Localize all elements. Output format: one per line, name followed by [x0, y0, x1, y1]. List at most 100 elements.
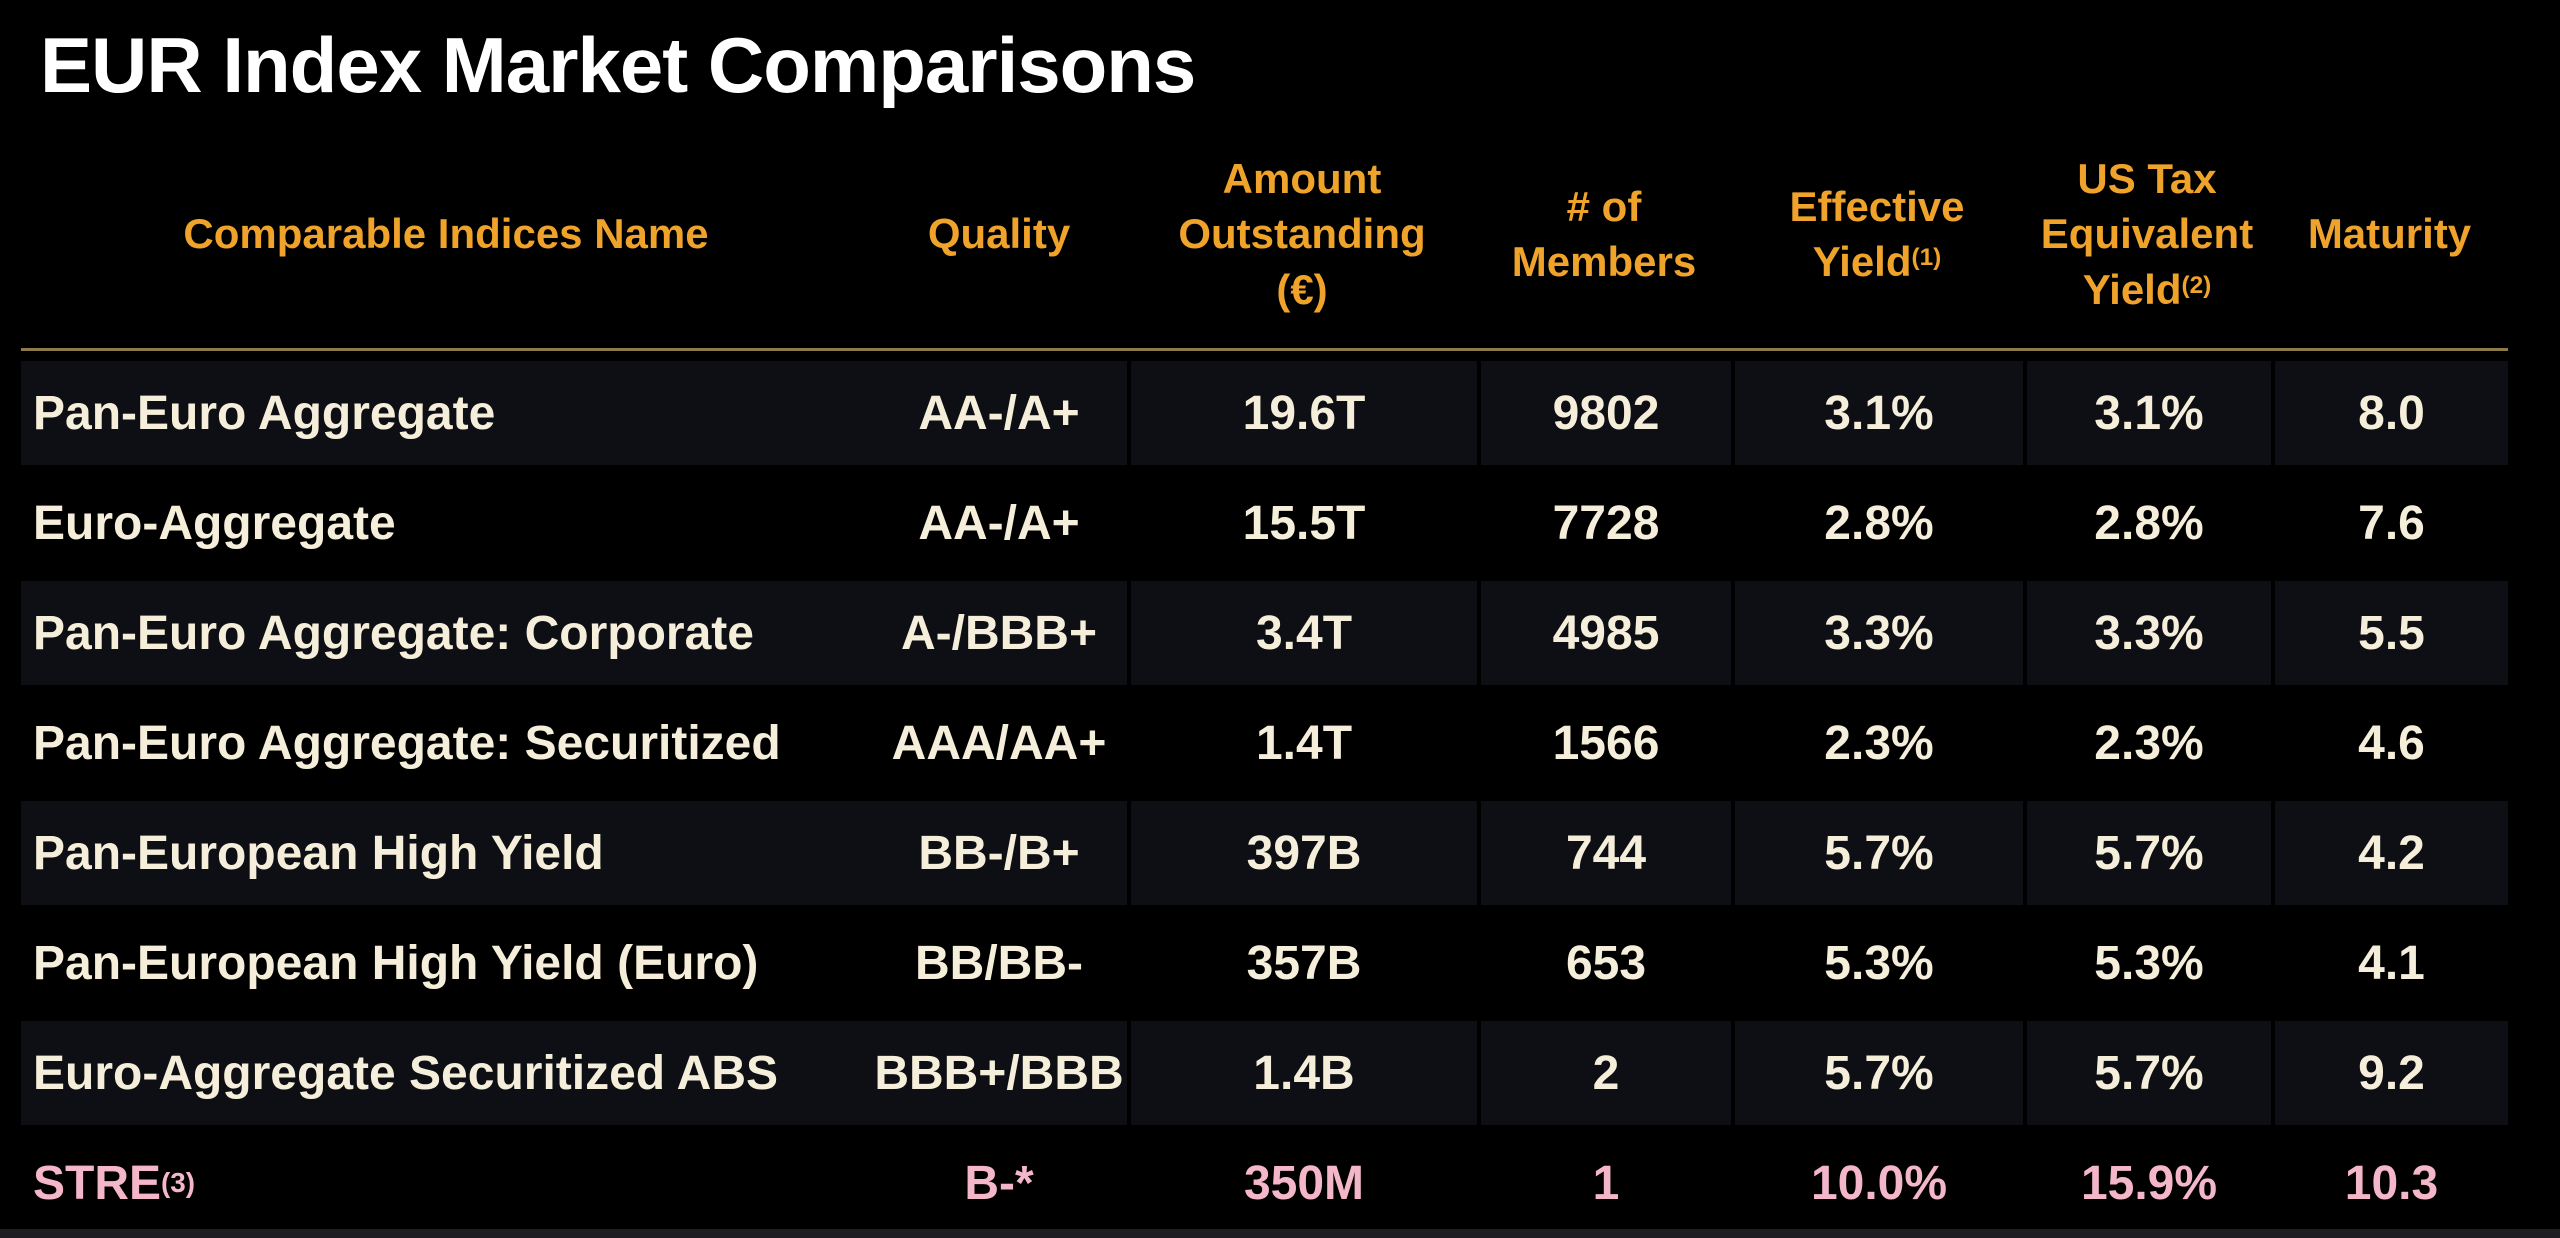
cell-us_tax_equivalent_yield: 5.7%	[2023, 1021, 2271, 1125]
table-row: Euro-Aggregate Securitized ABS BBB+/BBB 1.…	[21, 1018, 2508, 1128]
cell-text: 2.3%	[2094, 716, 2204, 770]
cell-name: Pan-European High Yield	[21, 801, 871, 905]
cell-text: 4985	[1552, 606, 1660, 660]
column-header-members: # of Members	[1477, 179, 1731, 290]
cell-amount: 19.6T	[1127, 361, 1477, 465]
cell-name: Pan-Euro Aggregate: Securitized	[21, 688, 871, 798]
column-header-line: (€)	[1276, 265, 1328, 313]
cell-text: AA-/A+	[918, 496, 1080, 550]
cell-text: 15.5T	[1242, 496, 1366, 550]
cell-text: 3.3%	[1824, 606, 1934, 660]
cell-maturity: 4.2	[2271, 801, 2508, 905]
cell-members: 2	[1477, 1021, 1731, 1125]
column-header-line: Outstanding	[1178, 210, 1426, 258]
cell-text: BBB+/BBB	[874, 1046, 1124, 1100]
cell-maturity: 10.3	[2271, 1128, 2508, 1238]
cell-text: Pan-European High Yield	[33, 826, 604, 880]
cell-maturity: 4.1	[2271, 908, 2508, 1018]
cell-text: 5.7%	[1824, 826, 1934, 880]
cell-text: 2.8%	[2094, 496, 2204, 550]
cell-text: 4.2	[2358, 826, 2425, 880]
table-row: Pan-Euro Aggregate: Corporate A-/BBB+ 3.4T…	[21, 578, 2508, 688]
column-header-line: Effective	[1789, 182, 1965, 230]
cell-text: 3.4T	[1255, 606, 1353, 660]
cell-text: 1566	[1552, 716, 1660, 770]
cell-quality: BB-/B+	[871, 801, 1127, 905]
column-header-effective_yield: Effective Yield(1)	[1731, 179, 2023, 290]
cell-us_tax_equivalent_yield: 2.8%	[2023, 468, 2271, 578]
cell-us_tax_equivalent_yield: 15.9%	[2023, 1128, 2271, 1238]
cell-members: 1	[1477, 1128, 1731, 1238]
cell-text: AA-/A+	[918, 386, 1080, 440]
column-header-maturity: Maturity	[2271, 206, 2508, 261]
footnote-superscript: (2)	[2181, 271, 2212, 299]
table-row: Pan-Euro Aggregate: Securitized AAA/AA+ 1.…	[21, 688, 2508, 798]
cell-amount: 357B	[1127, 908, 1477, 1018]
table-row: STRE (3) B-* 350M 1 10.0% 15.9% 10.3	[21, 1128, 2508, 1238]
cell-text: A-/BBB+	[900, 606, 1097, 660]
cell-text: Pan-European High Yield (Euro)	[33, 936, 759, 990]
cell-text: B-*	[964, 1156, 1034, 1210]
cell-name: Pan-Euro Aggregate: Corporate	[21, 581, 871, 685]
cell-text: 397B	[1246, 826, 1362, 880]
cell-text: 3.1%	[2094, 386, 2204, 440]
cell-text: 5.5	[2358, 606, 2425, 660]
cell-text: STRE	[33, 1156, 162, 1210]
cell-text: Euro-Aggregate Securitized ABS	[33, 1046, 779, 1100]
column-header-line: Comparable Indices Name	[183, 210, 709, 258]
cell-us_tax_equivalent_yield: 3.3%	[2023, 581, 2271, 685]
cell-quality: BBB+/BBB	[871, 1021, 1127, 1125]
column-header-line: Yield	[1812, 238, 1912, 285]
cell-text: 5.7%	[2094, 1046, 2204, 1100]
cell-name: Pan-European High Yield (Euro)	[21, 908, 871, 1018]
column-header-line: Quality	[927, 210, 1071, 258]
cell-text: 3.1%	[1824, 386, 1934, 440]
cell-text: 5.7%	[2094, 826, 2204, 880]
cell-quality: BB/BB-	[871, 908, 1127, 1018]
cell-quality: AA-/A+	[871, 361, 1127, 465]
cell-text: 3.3%	[2094, 606, 2204, 660]
cell-members: 653	[1477, 908, 1731, 1018]
cell-text: Pan-Euro Aggregate: Securitized	[33, 716, 781, 770]
cell-text: AAA/AA+	[891, 716, 1107, 770]
column-header-line: US Tax	[2077, 154, 2217, 202]
cell-maturity: 4.6	[2271, 688, 2508, 798]
table-row: Pan-European High Yield (Euro) BB/BB- 357B…	[21, 908, 2508, 1018]
column-header-quality: Quality	[871, 206, 1127, 261]
cell-amount: 15.5T	[1127, 468, 1477, 578]
cell-name: Euro-Aggregate Securitized ABS	[21, 1021, 871, 1125]
cell-us_tax_equivalent_yield: 2.3%	[2023, 688, 2271, 798]
column-header-line: Amount	[1222, 154, 1382, 202]
table-row: Euro-Aggregate AA-/A+ 15.5T 7728 2.8% 2.8% 7.6	[21, 468, 2508, 578]
cell-text: 4.1	[2358, 936, 2425, 990]
cell-effective_yield: 2.8%	[1731, 468, 2023, 578]
cell-text: 1.4B	[1253, 1046, 1355, 1100]
cell-text: 653	[1565, 936, 1647, 990]
cell-effective_yield: 3.3%	[1731, 581, 2023, 685]
cell-text: 10.0%	[1810, 1156, 1948, 1210]
column-header-line: # of	[1566, 182, 1642, 230]
cell-name: STRE (3)	[21, 1128, 871, 1238]
cell-text: 7728	[1552, 496, 1660, 550]
cell-quality: A-/BBB+	[871, 581, 1127, 685]
header-divider	[21, 348, 2508, 351]
cell-text: 2	[1592, 1046, 1620, 1100]
table-row: Pan-European High Yield BB-/B+ 397B 744 5.7%…	[21, 798, 2508, 908]
cell-text: Pan-Euro Aggregate	[33, 386, 496, 440]
cell-us_tax_equivalent_yield: 5.3%	[2023, 908, 2271, 1018]
cell-effective_yield: 5.7%	[1731, 801, 2023, 905]
cell-text: 2.3%	[1824, 716, 1934, 770]
cell-text: 5.3%	[2094, 936, 2204, 990]
cell-text: 1.4T	[1255, 716, 1353, 770]
cell-us_tax_equivalent_yield: 3.1%	[2023, 361, 2271, 465]
cell-amount: 1.4T	[1127, 688, 1477, 798]
table-row: Pan-Euro Aggregate AA-/A+ 19.6T 9802 3.1% 3.1…	[21, 358, 2508, 468]
cell-text: Euro-Aggregate	[33, 496, 396, 550]
cell-amount: 1.4B	[1127, 1021, 1477, 1125]
cell-quality: AA-/A+	[871, 468, 1127, 578]
column-header-amount: Amount Outstanding (€)	[1127, 151, 1477, 317]
cell-members: 744	[1477, 801, 1731, 905]
page-title: EUR Index Market Comparisons	[40, 21, 1196, 109]
cell-effective_yield: 2.3%	[1731, 688, 2023, 798]
